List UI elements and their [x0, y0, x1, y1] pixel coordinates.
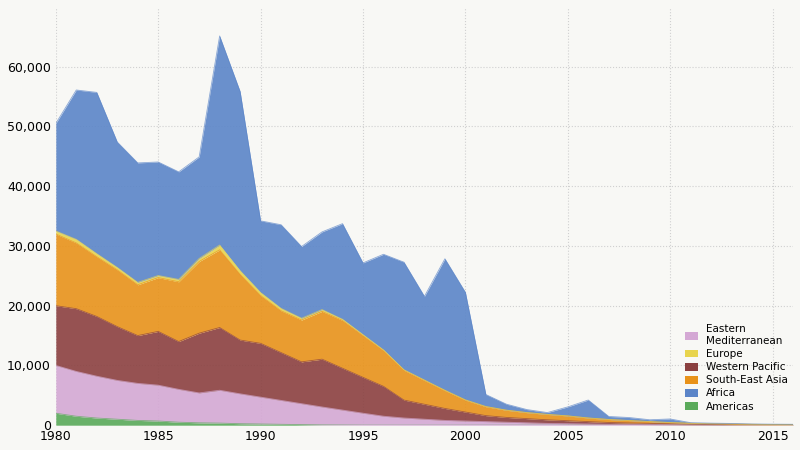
Legend: Eastern
Mediterranean, Europe, Western Pacific, South-East Asia, Africa, America: Eastern Mediterranean, Europe, Western P…	[685, 324, 788, 412]
